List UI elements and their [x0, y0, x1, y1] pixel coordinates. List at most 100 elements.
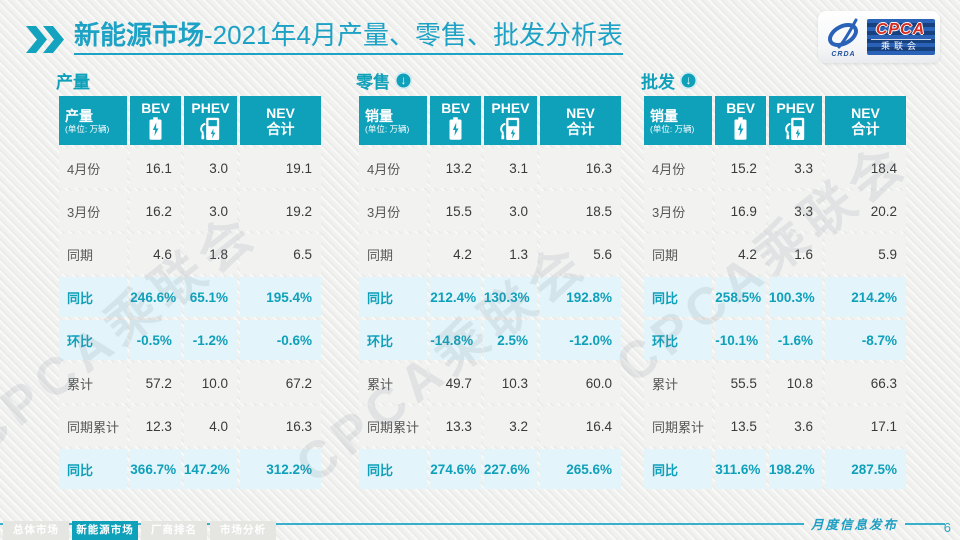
- cell: 16.4: [540, 406, 621, 446]
- group-title-production: 产量: [56, 69, 324, 92]
- cell: 20.2: [825, 191, 906, 231]
- down-arrow-icon: ↓: [680, 71, 697, 89]
- cell: 4.2: [430, 234, 481, 274]
- table-row: 3月份 16.2 3.0 19.2: [59, 191, 321, 231]
- cell: 4.0: [183, 406, 238, 446]
- title-rest: -2021年4月产量、零售、批发分析表: [204, 20, 623, 50]
- cell: 49.7: [430, 363, 481, 403]
- cell: -0.5%: [130, 320, 181, 360]
- column-header-bev: BEV: [130, 96, 181, 145]
- column-header-phev: PHEV: [768, 96, 823, 145]
- column-header-bev: BEV: [430, 96, 481, 145]
- column-header-phev: PHEV: [483, 96, 538, 145]
- row-label: 4月份: [644, 148, 713, 188]
- swirl-icon: [827, 18, 858, 48]
- tab-market-analysis[interactable]: 市场分析: [210, 521, 276, 540]
- cell: 66.3: [825, 363, 906, 403]
- production-table-section: 产量 产量 (单位: 万辆) BEV PHEV NEV 合计 4月份 16.1 3.0 1…: [56, 69, 324, 492]
- cell: 274.6%: [430, 449, 481, 489]
- table-row: 3月份 16.9 3.3 20.2: [644, 191, 906, 231]
- row-label: 同比: [359, 449, 428, 489]
- row-label: 同期累计: [59, 406, 128, 446]
- row-label: 同比: [644, 277, 713, 317]
- publish-label: 月度信息发布: [810, 517, 898, 532]
- cell: 13.2: [430, 148, 481, 188]
- group-title-wholesale: 批发 ↓: [641, 69, 909, 92]
- table-row: 同比 246.6% 65.1% 195.4%: [59, 277, 321, 317]
- cell: -14.8%: [430, 320, 481, 360]
- cell: -1.2%: [183, 320, 238, 360]
- cell: 311.6%: [715, 449, 766, 489]
- table-row: 同期累计 13.5 3.6 17.1: [644, 406, 906, 446]
- down-arrow-icon: ↓: [395, 71, 412, 89]
- page-title: 新能源市场-2021年4月产量、零售、批发分析表: [74, 20, 623, 55]
- table-row: 环比 -14.8% 2.5% -12.0%: [359, 320, 621, 360]
- cell: 3.2: [483, 406, 538, 446]
- page-number: 6: [943, 520, 951, 535]
- cell: 16.9: [715, 191, 766, 231]
- cell: -0.6%: [240, 320, 321, 360]
- column-header-nev: NEV 合计: [540, 96, 621, 145]
- group-title-label: 产量: [56, 72, 90, 92]
- cell: 16.2: [130, 191, 181, 231]
- unit-label: (单位: 万辆): [365, 123, 410, 134]
- cell: 13.3: [430, 406, 481, 446]
- wholesale-table-section: 批发 ↓ 销量 (单位: 万辆) BEV PHEV NEV 合计 4月份 15.2 3.3…: [641, 69, 909, 492]
- cell: -1.6%: [768, 320, 823, 360]
- tab-manufacturer-ranking[interactable]: 厂商排名: [141, 521, 207, 540]
- cell: -8.7%: [825, 320, 906, 360]
- cell: 4.6: [130, 234, 181, 274]
- row-label: 同期: [644, 234, 713, 274]
- slide-header: 新能源市场-2021年4月产量、零售、批发分析表: [26, 20, 623, 55]
- table-row: 累计 57.2 10.0 67.2: [59, 363, 321, 403]
- cell: 1.6: [768, 234, 823, 274]
- cell: 192.8%: [540, 277, 621, 317]
- cell: 10.8: [768, 363, 823, 403]
- group-title-retail: 零售 ↓: [356, 69, 624, 92]
- row-label: 累计: [59, 363, 128, 403]
- cpca-wordmark-box: CPCA 乘联会: [866, 19, 935, 55]
- cell: 2.5%: [483, 320, 538, 360]
- cell: 60.0: [540, 363, 621, 403]
- cell: 16.3: [540, 148, 621, 188]
- cell: 15.5: [430, 191, 481, 231]
- retail-table-section: 零售 ↓ 销量 (单位: 万辆) BEV PHEV NEV 合计 4月份 13.2 3.1…: [356, 69, 624, 492]
- row-label: 同期: [359, 234, 428, 274]
- cell: 246.6%: [130, 277, 181, 317]
- cell: -10.1%: [715, 320, 766, 360]
- cell: 198.2%: [768, 449, 823, 489]
- table-row: 3月份 15.5 3.0 18.5: [359, 191, 621, 231]
- cell: 19.2: [240, 191, 321, 231]
- cell: 18.4: [825, 148, 906, 188]
- cell: 287.5%: [825, 449, 906, 489]
- corner-header: 销量 (单位: 万辆): [359, 96, 428, 145]
- tab-nev-market[interactable]: 新能源市场: [72, 521, 138, 540]
- cell: 214.2%: [825, 277, 906, 317]
- row-label: 累计: [644, 363, 713, 403]
- charger-icon: [200, 117, 220, 140]
- row-label: 环比: [59, 320, 128, 360]
- cell: 57.2: [130, 363, 181, 403]
- table-row: 环比 -10.1% -1.6% -8.7%: [644, 320, 906, 360]
- cell: 1.3: [483, 234, 538, 274]
- cpca-swirl: CRDA: [824, 17, 864, 58]
- table-row: 4月份 13.2 3.1 16.3: [359, 148, 621, 188]
- corner-header: 产量 (单位: 万辆): [59, 96, 128, 145]
- cell: -12.0%: [540, 320, 621, 360]
- corner-label: 销量: [650, 107, 678, 124]
- cell: 258.5%: [715, 277, 766, 317]
- wholesale-table: 销量 (单位: 万辆) BEV PHEV NEV 合计 4月份 15.2 3.3 18.4…: [641, 93, 909, 492]
- column-header-phev: PHEV: [183, 96, 238, 145]
- table-row: 累计 55.5 10.8 66.3: [644, 363, 906, 403]
- corner-label: 产量: [65, 107, 93, 124]
- cell: 18.5: [540, 191, 621, 231]
- tab-overall-market[interactable]: 总体市场: [3, 521, 69, 540]
- table-row: 4月份 15.2 3.3 18.4: [644, 148, 906, 188]
- cpca-cn-label: 乘联会: [870, 39, 931, 53]
- row-label: 环比: [359, 320, 428, 360]
- production-table: 产量 (单位: 万辆) BEV PHEV NEV 合计 4月份 16.1 3.0 19.1…: [56, 93, 324, 492]
- table-row: 同比 311.6% 198.2% 287.5%: [644, 449, 906, 489]
- cell: 16.1: [130, 148, 181, 188]
- table-row: 同期 4.2 1.6 5.9: [644, 234, 906, 274]
- table-row: 同比 366.7% 147.2% 312.2%: [59, 449, 321, 489]
